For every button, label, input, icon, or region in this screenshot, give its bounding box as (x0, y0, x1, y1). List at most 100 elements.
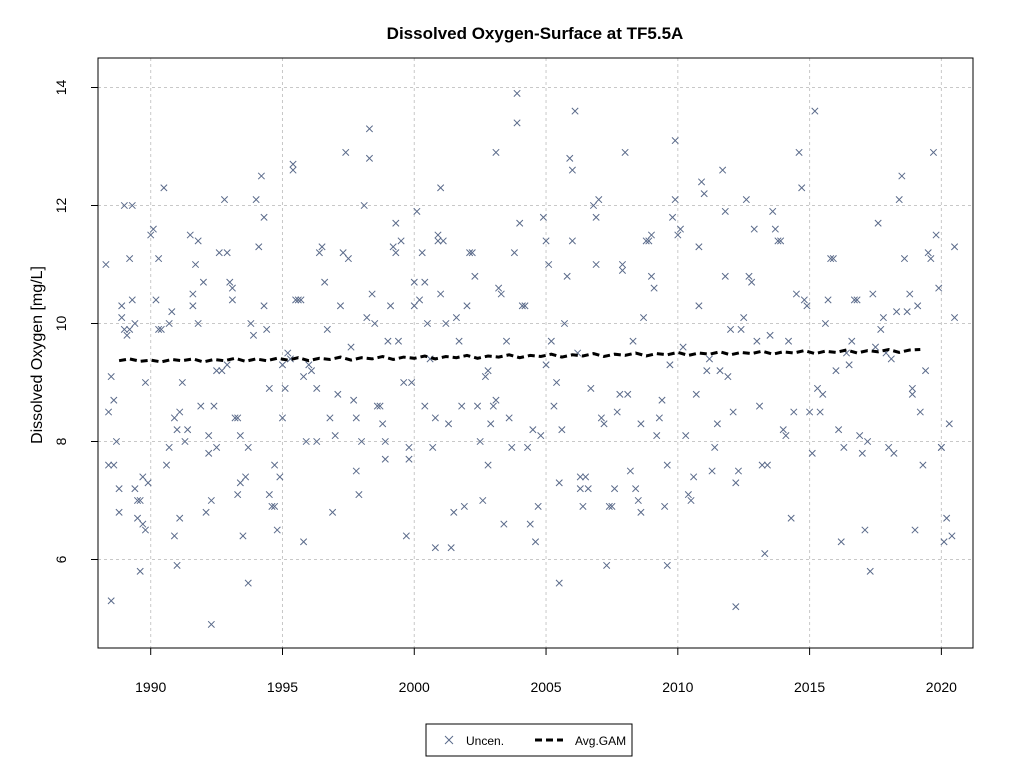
data-point (663, 461, 671, 469)
data-point (866, 567, 874, 575)
data-point (313, 384, 321, 392)
data-point (632, 485, 640, 493)
legend-box (425, 723, 633, 757)
data-point (213, 367, 221, 375)
data-point (302, 437, 310, 446)
data-point (595, 196, 603, 204)
data-point (869, 290, 877, 298)
data-point (618, 266, 627, 274)
data-point (608, 502, 616, 510)
grid-lines (98, 58, 973, 648)
data-point (126, 255, 134, 263)
data-point (437, 290, 445, 298)
data-point (136, 496, 144, 505)
data-point (444, 420, 453, 428)
gam-line-layer (118, 347, 921, 364)
data-point (410, 302, 418, 310)
x-tick-label: 2015 (794, 679, 825, 695)
data-point (286, 355, 294, 363)
y-tick-label: 8 (53, 437, 69, 445)
data-point (621, 148, 629, 156)
data-point (668, 213, 677, 221)
data-point (592, 260, 600, 269)
data-point (663, 561, 671, 569)
data-point (816, 408, 824, 416)
data-point (326, 414, 334, 422)
data-point (589, 201, 598, 210)
data-point (358, 437, 366, 446)
data-point (510, 249, 518, 257)
data-point (408, 378, 416, 387)
data-point (239, 532, 247, 540)
data-point (650, 284, 658, 292)
data-point (118, 302, 126, 310)
data-point (413, 207, 421, 215)
gam-series-line (118, 347, 921, 364)
data-point (165, 443, 173, 451)
data-point (289, 160, 297, 168)
data-point (265, 491, 273, 499)
data-point (294, 296, 302, 304)
data-point (400, 378, 408, 387)
data-point (640, 314, 648, 322)
data-point (139, 473, 147, 481)
data-point (800, 296, 808, 304)
data-point (713, 420, 721, 428)
data-point (571, 107, 579, 115)
data-point (307, 367, 316, 375)
data-point (160, 184, 168, 192)
data-point (518, 302, 526, 310)
data-point (278, 414, 287, 422)
data-point (128, 296, 136, 304)
data-point (415, 296, 424, 304)
data-point (690, 473, 698, 481)
data-point (115, 485, 123, 493)
data-point (305, 361, 313, 369)
data-point (437, 184, 445, 192)
data-point (213, 443, 221, 451)
data-point (176, 408, 184, 416)
data-point (568, 237, 576, 245)
data-point (126, 325, 134, 333)
data-point (271, 461, 279, 469)
data-point (199, 278, 207, 286)
data-point (806, 408, 814, 416)
data-point (373, 402, 381, 410)
x-tick-label: 1990 (135, 679, 166, 695)
data-point (244, 443, 252, 451)
data-point (434, 237, 442, 245)
data-point (281, 384, 289, 392)
data-point (784, 337, 793, 345)
data-point (410, 278, 418, 286)
data-point (634, 496, 642, 505)
data-point (165, 319, 173, 328)
data-point (136, 567, 144, 575)
data-point (207, 496, 215, 505)
data-point (777, 237, 785, 245)
data-point (442, 319, 450, 328)
data-point (684, 491, 692, 499)
data-point (352, 467, 360, 475)
data-point (545, 260, 553, 269)
data-point (645, 237, 653, 245)
data-point (402, 532, 410, 540)
data-point (674, 231, 682, 239)
data-point (613, 408, 621, 416)
data-point (895, 196, 903, 204)
data-point (568, 166, 576, 174)
data-point (624, 390, 632, 398)
data-point (344, 255, 352, 263)
data-point (893, 308, 901, 316)
data-point (123, 331, 131, 339)
data-point (647, 231, 656, 239)
data-point (732, 479, 740, 487)
data-point (692, 390, 700, 398)
data-point (579, 502, 587, 510)
data-point (297, 296, 305, 304)
data-point (289, 166, 297, 174)
data-point (874, 219, 882, 227)
y-tick-label: 10 (53, 316, 69, 332)
x-tick-label: 1995 (267, 679, 298, 695)
data-point (405, 443, 413, 451)
data-point (916, 408, 924, 416)
